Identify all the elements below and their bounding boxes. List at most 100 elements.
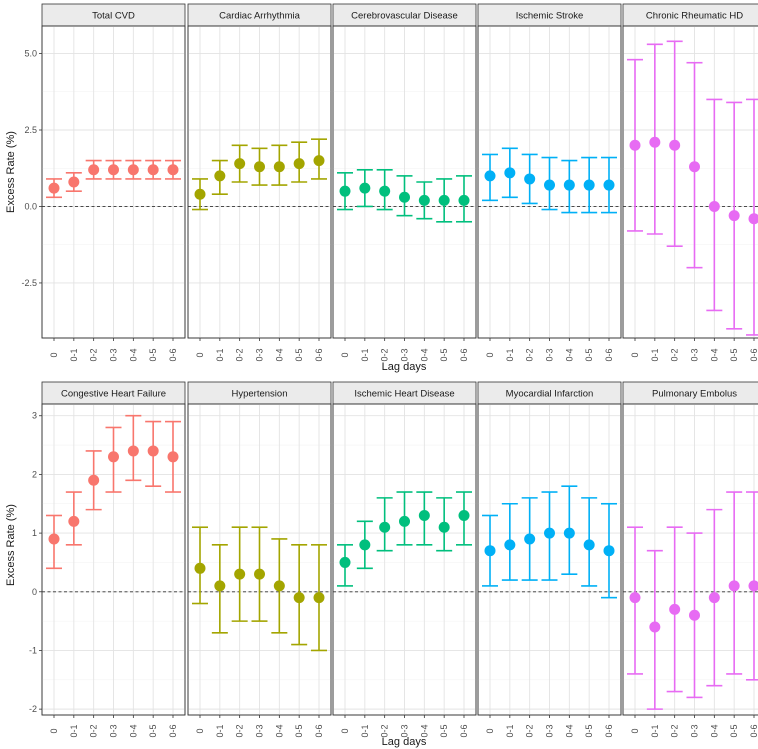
data-point	[504, 539, 516, 551]
data-point	[194, 188, 206, 200]
x-tick-label: 0-1	[650, 724, 660, 737]
data-point	[68, 515, 80, 527]
x-tick-label: 0-3	[109, 724, 119, 737]
facet-title: Cerebrovascular Disease	[351, 11, 458, 22]
x-tick-label: 0-4	[564, 348, 574, 361]
x-tick-label: 0-4	[419, 724, 429, 737]
data-point	[438, 194, 450, 206]
y-tick-label: 5.0	[24, 49, 37, 59]
data-point	[254, 568, 265, 580]
x-tick-label: 0-4	[128, 724, 138, 737]
data-point	[379, 521, 391, 533]
x-tick-label: 0-6	[749, 724, 758, 737]
data-point	[689, 161, 700, 173]
data-point	[339, 556, 351, 568]
data-point	[484, 170, 496, 182]
facet-title: Total CVD	[92, 11, 135, 22]
x-tick-label: 0	[340, 352, 350, 357]
data-point	[167, 451, 179, 463]
data-point	[629, 592, 641, 604]
x-tick-label: 0-2	[525, 724, 535, 737]
data-point	[583, 539, 595, 551]
x-tick-label: 0-5	[294, 348, 304, 361]
data-point	[68, 176, 80, 188]
x-tick-label: 0-6	[314, 348, 324, 361]
data-point	[399, 515, 410, 527]
panel-hypertension: Hypertension 0 0-1 0-2 0-3 0-4 0-5 0-6	[187, 381, 332, 738]
panel-ischemic-stroke: Ischemic Stroke 0 0-1 0-2 0-3 0-4 0-5 0-6	[477, 3, 622, 362]
x-axis-title: Lag days	[382, 736, 427, 748]
panel-ischemic-heart-disease: Ischemic Heart Disease 0 0-1 0-2 0-3 0-4 0-5 0-…	[332, 381, 477, 738]
data-point	[649, 136, 661, 148]
data-point	[544, 179, 555, 191]
facet-title: Myocardial Infarction	[506, 389, 594, 400]
x-tick-label: 0-1	[505, 724, 515, 737]
data-point	[147, 164, 159, 176]
data-point	[708, 592, 720, 604]
x-tick-label: 0-5	[729, 348, 739, 361]
x-tick-label: 0-5	[584, 348, 594, 361]
data-point	[88, 474, 100, 486]
data-point	[524, 173, 536, 185]
x-tick-label: 0-4	[564, 724, 574, 737]
x-tick-label: 0-4	[709, 724, 719, 737]
data-point	[88, 164, 100, 176]
y-tick-label: 2.5	[24, 125, 37, 135]
x-tick-label: 0-1	[650, 348, 660, 361]
x-tick-label: 0	[485, 728, 495, 733]
y-tick-label: -1	[29, 645, 37, 655]
x-tick-label: 0	[630, 352, 640, 357]
x-tick-label: 0-6	[459, 348, 469, 361]
x-tick-label: 0-2	[670, 724, 680, 737]
x-tick-label: 0-4	[128, 348, 138, 361]
data-point	[669, 139, 681, 151]
data-point	[127, 164, 139, 176]
data-point	[708, 200, 720, 212]
x-tick-label: 0-3	[400, 724, 410, 737]
data-point	[504, 167, 516, 179]
data-point	[194, 562, 206, 574]
data-point	[167, 164, 179, 176]
x-tick-label: 0-1	[215, 348, 225, 361]
facet-title: Ischemic Stroke	[516, 11, 584, 22]
x-tick-label: 0-2	[380, 348, 390, 361]
data-point	[669, 603, 681, 615]
data-point	[293, 592, 305, 604]
data-point	[728, 210, 740, 222]
panel-congestive-heart-failure: Congestive Heart Failure 0 0-1 0-2 0-3 0-4 0-5…	[41, 381, 186, 738]
x-tick-label: 0-3	[545, 348, 555, 361]
x-tick-label: 0-6	[749, 348, 758, 361]
x-tick-label: 0-5	[729, 724, 739, 737]
panel-cardiac-arrhythmia: Cardiac Arrhythmia 0 0-1 0-2 0-3 0-4 0-5 0-6	[187, 3, 332, 362]
data-point	[563, 179, 575, 191]
x-tick-label: 0-3	[690, 348, 700, 361]
panel-total-cvd: Total CVD 0 0-1 0-2 0-3 0-4 0-5 0-6	[41, 3, 186, 362]
data-point	[234, 158, 246, 170]
x-tick-label: 0-3	[109, 348, 119, 361]
data-point	[127, 445, 139, 457]
data-point	[399, 191, 410, 203]
data-point	[339, 185, 351, 197]
facet-title: Cardiac Arrhythmia	[219, 11, 300, 22]
data-point	[418, 509, 430, 521]
x-tick-label: 0-1	[360, 724, 370, 737]
y-tick-label: 3	[32, 411, 37, 421]
x-tick-label: 0-1	[215, 724, 225, 737]
x-tick-label: 0-2	[89, 348, 99, 361]
data-point	[689, 609, 700, 621]
data-point	[524, 533, 536, 545]
panel-background	[622, 403, 758, 716]
data-point	[563, 527, 575, 539]
data-point	[48, 533, 60, 545]
x-tick-label: 0-2	[670, 348, 680, 361]
data-point	[418, 194, 430, 206]
facet-title: Hypertension	[232, 389, 288, 400]
x-tick-label: 0-5	[439, 348, 449, 361]
data-point	[214, 170, 226, 182]
x-tick-label: 0-3	[400, 348, 410, 361]
data-point	[359, 539, 371, 551]
data-point	[273, 161, 285, 173]
x-tick-label: 0-3	[255, 724, 265, 737]
x-tick-label: 0-4	[274, 348, 284, 361]
facet-title: Pulmonary Embolus	[652, 389, 737, 400]
